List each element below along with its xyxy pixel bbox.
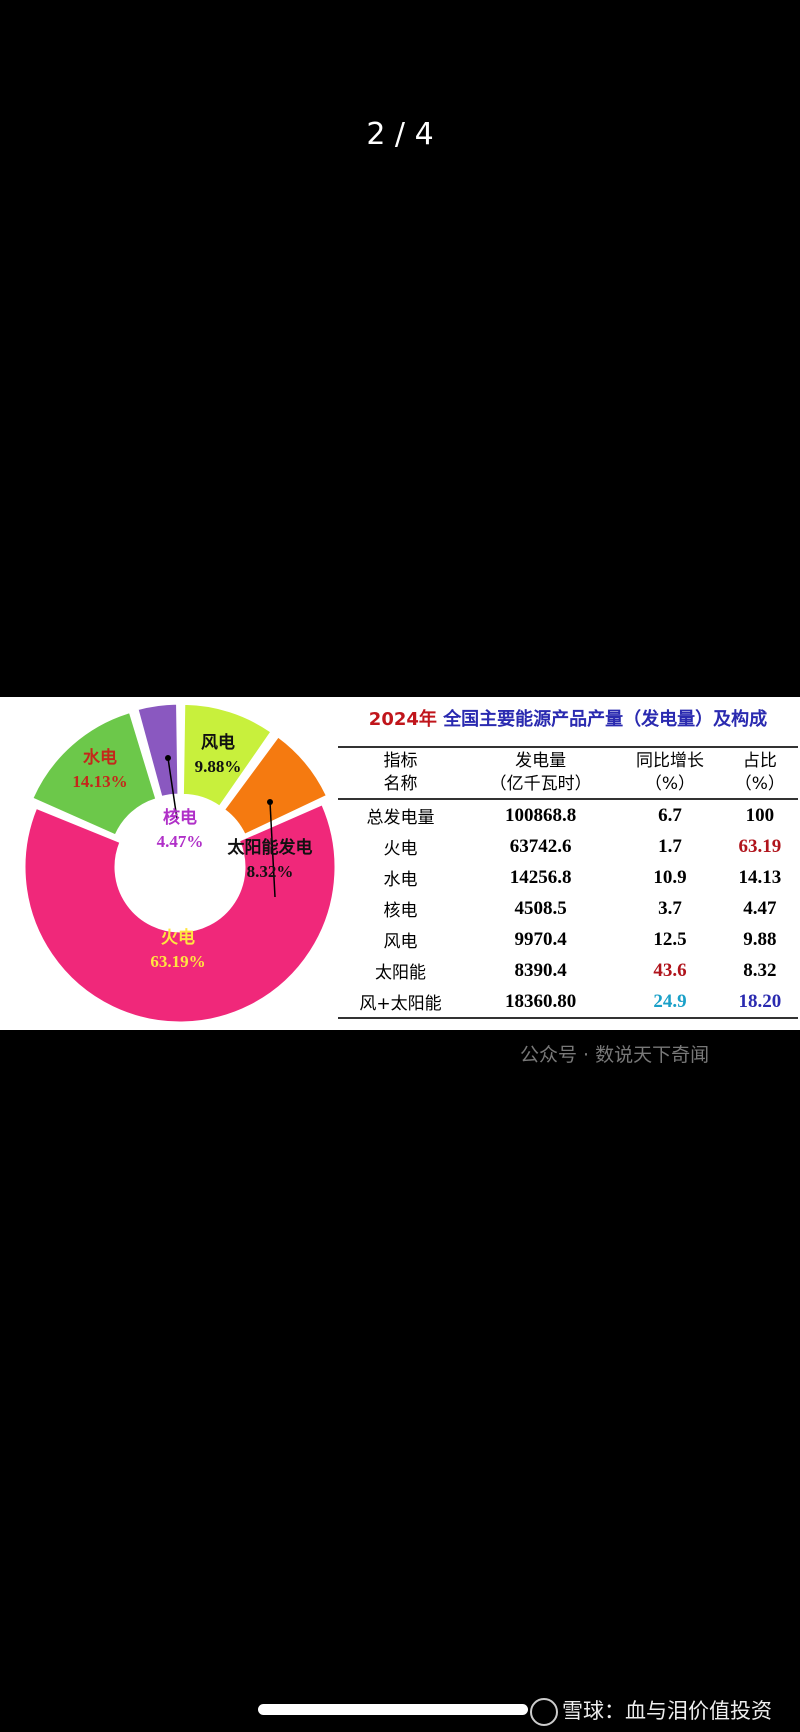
slice-name: 风电 <box>201 733 235 753</box>
header-line: 同比增长 <box>635 751 704 771</box>
slice-4 <box>137 703 179 797</box>
table-row: 核电 4508.5 3.7 4.47 <box>338 893 798 924</box>
slice-label: 水电 14.13% <box>72 747 127 793</box>
table-cell: 8390.4 <box>514 959 567 981</box>
table-cell: 4.47 <box>743 897 777 919</box>
table-cell: 14.13 <box>738 866 782 888</box>
slice-1 <box>224 736 327 835</box>
slice-label: 太阳能发电 8.32% <box>228 837 313 883</box>
table-cell: 8.32 <box>743 959 777 981</box>
slice-value: 9.88% <box>194 757 242 776</box>
table-row: 太阳能 8390.4 43.6 8.32 <box>338 955 798 986</box>
header-line: 指标 <box>383 751 418 771</box>
table-cell: 核电 <box>383 901 418 921</box>
table-cell: 100868.8 <box>505 804 577 826</box>
table-cell: 1.7 <box>658 835 682 857</box>
table-cell: 24.9 <box>618 986 722 1019</box>
slice-name: 太阳能发电 <box>227 838 313 858</box>
header-line: （亿千瓦时） <box>489 774 592 794</box>
table-cell: 10.9 <box>653 866 687 888</box>
header-line: 名称 <box>383 774 418 794</box>
page-counter: 2 / 4 <box>366 117 434 152</box>
header-line: （%） <box>644 774 696 794</box>
table-cell: 63.19 <box>738 835 782 857</box>
table-cell: 12.5 <box>653 928 687 950</box>
slice-0 <box>182 703 272 807</box>
title-year: 2024年 <box>368 709 437 730</box>
slice-name: 水电 <box>83 748 117 768</box>
footer-text: 雪球：血与泪价值投资 <box>562 1699 772 1723</box>
home-indicator[interactable] <box>258 1704 528 1715</box>
slice-name: 火电 <box>161 928 195 948</box>
table-cell: 18360.80 <box>463 986 619 1019</box>
slice-value: 63.19% <box>150 952 206 971</box>
slice-value: 4.47% <box>156 832 204 851</box>
table-cell: 9.88 <box>743 928 777 950</box>
table-cell: 6.7 <box>658 804 682 826</box>
table-cell: 总发电量 <box>366 808 435 828</box>
slice-value: 14.13% <box>72 772 128 791</box>
leader-line <box>167 757 178 820</box>
column-header: 发电量 （亿千瓦时） <box>463 746 619 800</box>
column-header: 指标 名称 <box>338 746 464 800</box>
table-row: 水电 14256.8 10.9 14.13 <box>338 862 798 893</box>
table-cell: 风+太阳能 <box>338 986 464 1019</box>
table-cell: 9970.4 <box>514 928 567 950</box>
table-row: 总发电量 100868.8 6.7 100 <box>338 799 798 831</box>
table-cell: 63742.6 <box>509 835 572 857</box>
footer-credit: 雪球：血与泪价值投资 <box>530 1695 772 1726</box>
table-cell: 3.7 <box>658 897 682 919</box>
watermark: 公众号 · 数说天下奇闻 <box>520 1044 710 1066</box>
column-header: 同比增长 （%） <box>618 746 722 800</box>
header-line: 发电量 <box>515 751 567 771</box>
slice-label: 风电 9.88% <box>195 732 242 778</box>
table-cell: 风电 <box>383 932 418 952</box>
leader-line <box>269 801 276 898</box>
chart-image: 2024年 全国主要能源产品产量（发电量）及构成 指标名称 发电量 （亿千瓦时） 同比… <box>0 697 800 1030</box>
table-row: 火电 63742.6 1.7 63.19 <box>338 831 798 862</box>
table-row: 风电 9970.4 12.5 9.88 <box>338 924 798 955</box>
table-cell: 18.20 <box>721 986 798 1019</box>
title-text: 全国主要能源产品产量（发电量）及构成 <box>443 709 768 730</box>
slice-2 <box>24 804 336 1023</box>
xueqiu-logo-icon <box>530 1698 558 1726</box>
slice-label: 核电 4.47% <box>157 807 204 853</box>
chart-title: 2024年 全国主要能源产品产量（发电量）及构成 <box>338 705 798 731</box>
slice-3 <box>32 712 157 836</box>
slice-name: 核电 <box>163 808 197 828</box>
table-cell: 4508.5 <box>514 897 567 919</box>
donut-chart <box>24 703 336 1023</box>
header-line: 占比 <box>742 751 777 771</box>
slice-label: 火电 63.19% <box>150 927 205 973</box>
table-cell: 火电 <box>383 839 418 859</box>
slice-value: 8.32% <box>246 862 294 881</box>
header-line: （%） <box>734 774 785 794</box>
table-cell: 100 <box>745 804 775 826</box>
data-table: 指标名称 发电量 （亿千瓦时） 同比增长 （%） 占比 （%） 总发电量 100868.8 6.… <box>338 746 798 1019</box>
table-cell: 14256.8 <box>509 866 572 888</box>
table-cell: 水电 <box>383 870 418 890</box>
table-row: 风+太阳能 18360.80 24.9 18.20 <box>338 986 798 1019</box>
table-cell: 43.6 <box>653 959 687 981</box>
table-cell: 太阳能 <box>375 963 427 983</box>
column-header: 占比 （%） <box>721 746 798 800</box>
